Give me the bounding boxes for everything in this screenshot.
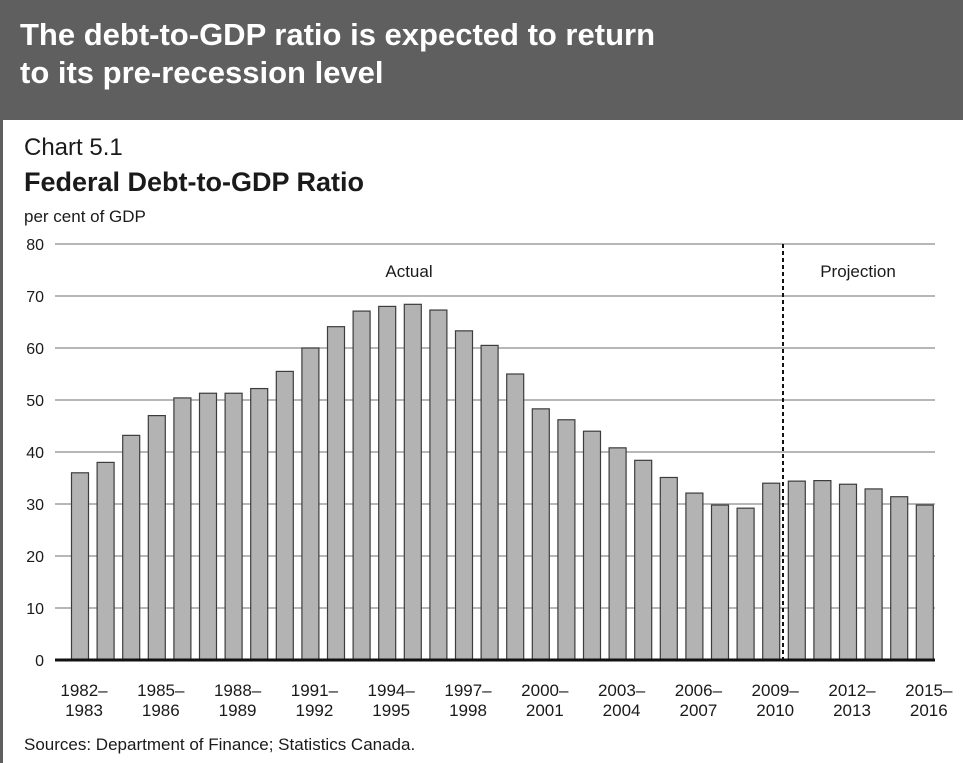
x-tick-label-1998-top: 1997– bbox=[444, 681, 492, 700]
headline-banner: The debt-to-GDP ratio is expected to ret… bbox=[0, 0, 963, 120]
x-tick-label-2016-bottom: 2016 bbox=[910, 701, 948, 720]
bar-2004–2005 bbox=[634, 459, 653, 661]
x-tick-label-1989-top: 1988– bbox=[214, 681, 262, 700]
headline-line-2: to its pre-recession level bbox=[20, 55, 384, 90]
x-tick-label-2001-top: 2000– bbox=[521, 681, 569, 700]
bar-2002–2003 bbox=[582, 430, 602, 661]
x-tick-label-1983-top: 1982– bbox=[60, 681, 108, 700]
bar-1993–1994 bbox=[352, 310, 371, 661]
bar-2008–2009 bbox=[736, 507, 755, 661]
bar-2006–2007 bbox=[685, 492, 704, 661]
annotation-projection: Projection bbox=[820, 262, 896, 281]
x-tick-label-2007-top: 2006– bbox=[675, 681, 723, 700]
y-tick-label-70: 70 bbox=[26, 289, 44, 306]
bar-1987–1988 bbox=[198, 392, 218, 661]
bar-1986–1987 bbox=[173, 397, 192, 661]
y-tick-label-50: 50 bbox=[26, 393, 44, 410]
bar-2003–2004 bbox=[608, 447, 627, 661]
y-tick-label-20: 20 bbox=[26, 549, 44, 566]
chart-number: Chart 5.1 bbox=[24, 134, 123, 161]
x-tick-label-2013-top: 2012– bbox=[828, 681, 876, 700]
x-tick-label-1998-bottom: 1998 bbox=[449, 701, 487, 720]
bar-2011–2012 bbox=[813, 480, 832, 661]
x-tick-label-1989-bottom: 1989 bbox=[219, 701, 257, 720]
x-tick-label-2007-bottom: 2007 bbox=[679, 701, 717, 720]
bar-2012–2013 bbox=[838, 483, 858, 661]
x-tick-label-2013-bottom: 2013 bbox=[833, 701, 871, 720]
x-tick-label-2001-bottom: 2001 bbox=[526, 701, 564, 720]
x-tick-label-1983-bottom: 1983 bbox=[65, 701, 103, 720]
annotation-actual: Actual bbox=[385, 262, 432, 281]
bar-2015–2016 bbox=[915, 504, 934, 661]
bar-2005–2006 bbox=[659, 476, 678, 661]
bar-1998–1999 bbox=[480, 344, 499, 661]
bar-1999–2000 bbox=[506, 373, 525, 661]
y-tick-label-0: 0 bbox=[35, 653, 44, 670]
bar-1992–1993 bbox=[326, 326, 346, 661]
bar-1984–1985 bbox=[122, 434, 141, 661]
bar-1989–1990 bbox=[250, 387, 269, 661]
x-tick-label-2010-top: 2009– bbox=[752, 681, 800, 700]
y-tick-label-30: 30 bbox=[26, 497, 44, 514]
y-tick-label-60: 60 bbox=[26, 341, 44, 358]
bar-1996–1997 bbox=[429, 309, 448, 661]
x-tick-label-1995-top: 1994– bbox=[368, 681, 416, 700]
y-axis-unit: per cent of GDP bbox=[24, 207, 146, 226]
bar-2013–2014 bbox=[864, 488, 883, 661]
bar-1991–1992 bbox=[301, 347, 320, 661]
x-tick-label-1995-bottom: 1995 bbox=[372, 701, 410, 720]
bar-2000–2001 bbox=[531, 408, 550, 661]
bar-1990–1991 bbox=[275, 370, 294, 661]
chart-title: Federal Debt-to-GDP Ratio bbox=[24, 167, 365, 197]
bar-1982–1983 bbox=[70, 472, 90, 661]
x-tick-label-1992-top: 1991– bbox=[291, 681, 339, 700]
x-tick-label-2004-bottom: 2004 bbox=[603, 701, 641, 720]
y-tick-label-80: 80 bbox=[26, 237, 44, 254]
x-tick-label-2004-top: 2003– bbox=[598, 681, 646, 700]
bar-2001–2002 bbox=[557, 419, 576, 661]
y-tick-label-40: 40 bbox=[26, 445, 44, 462]
x-tick-label-2016-top: 2015– bbox=[905, 681, 953, 700]
x-tick-label-1992-bottom: 1992 bbox=[295, 701, 333, 720]
bar-2010–2011 bbox=[787, 480, 806, 661]
bar-2014–2015 bbox=[890, 496, 909, 661]
bar-2007–2008 bbox=[710, 504, 730, 661]
y-tick-label-10: 10 bbox=[26, 601, 44, 618]
bar-1985–1986 bbox=[147, 415, 166, 661]
x-tick-label-2010-bottom: 2010 bbox=[756, 701, 794, 720]
bar-1983–1984 bbox=[96, 461, 115, 661]
bar-1997–1998 bbox=[454, 330, 474, 661]
bar-2009–2010 bbox=[762, 482, 781, 661]
x-tick-label-1986-top: 1985– bbox=[137, 681, 185, 700]
frame-border bbox=[0, 120, 3, 763]
bar-1994–1995 bbox=[378, 305, 397, 661]
bar-1995–1996 bbox=[403, 303, 422, 661]
headline-line-1: The debt-to-GDP ratio is expected to ret… bbox=[20, 17, 656, 52]
bar-1988–1989 bbox=[224, 392, 243, 661]
source-note: Sources: Department of Finance; Statisti… bbox=[24, 735, 416, 754]
x-tick-label-1986-bottom: 1986 bbox=[142, 701, 180, 720]
